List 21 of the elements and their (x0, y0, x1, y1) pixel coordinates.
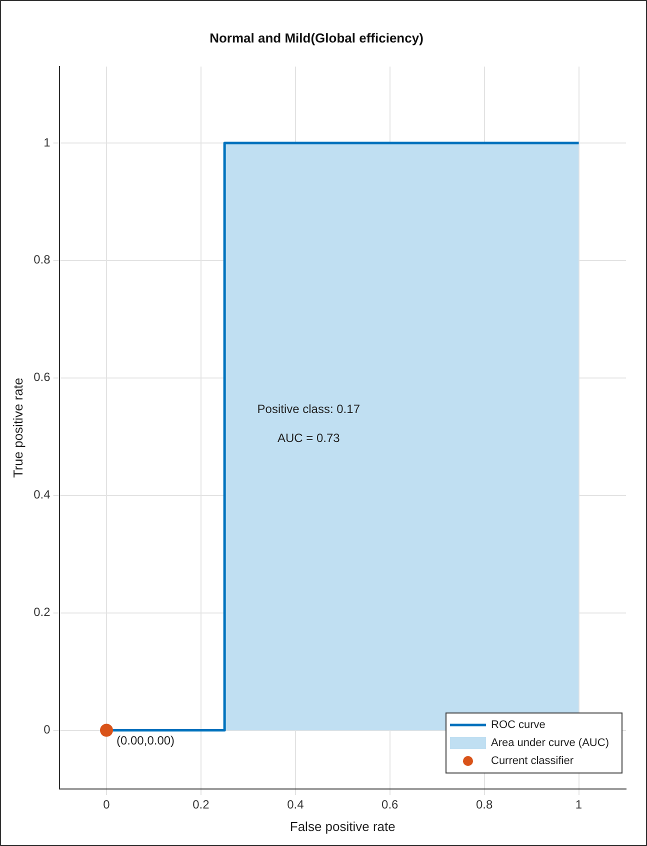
y-tick-label: 0 (44, 722, 51, 737)
chart-title: Normal and Mild(Global efficiency) (210, 30, 424, 46)
x-tick-label: 0.8 (476, 798, 493, 812)
y-tick-label: 0.2 (34, 605, 51, 620)
annotation: AUC = 0.73 (277, 431, 340, 446)
x-tick-label: 0 (103, 798, 110, 812)
legend-label: Current classifier (491, 755, 574, 768)
y-tick-label: 0.6 (34, 370, 51, 384)
legend-label: Area under curve (AUC) (491, 737, 609, 750)
y-tick-label: 0.8 (34, 252, 51, 267)
x-tick-label: 0.6 (382, 798, 399, 812)
legend-label: ROC curve (491, 719, 546, 732)
x-tick-label: 1 (575, 798, 582, 812)
y-tick-label: 1 (44, 135, 51, 150)
y-axis-title: True positive rate (10, 378, 26, 478)
y-tick-label: 0.4 (34, 488, 51, 502)
x-axis-title: False positive rate (290, 818, 396, 834)
annotation: Positive class: 0.17 (257, 402, 360, 416)
x-tick-label: 0.4 (287, 798, 304, 812)
x-tick-label: 0.2 (192, 798, 210, 812)
annotation: (0.00,0.00) (116, 734, 175, 748)
